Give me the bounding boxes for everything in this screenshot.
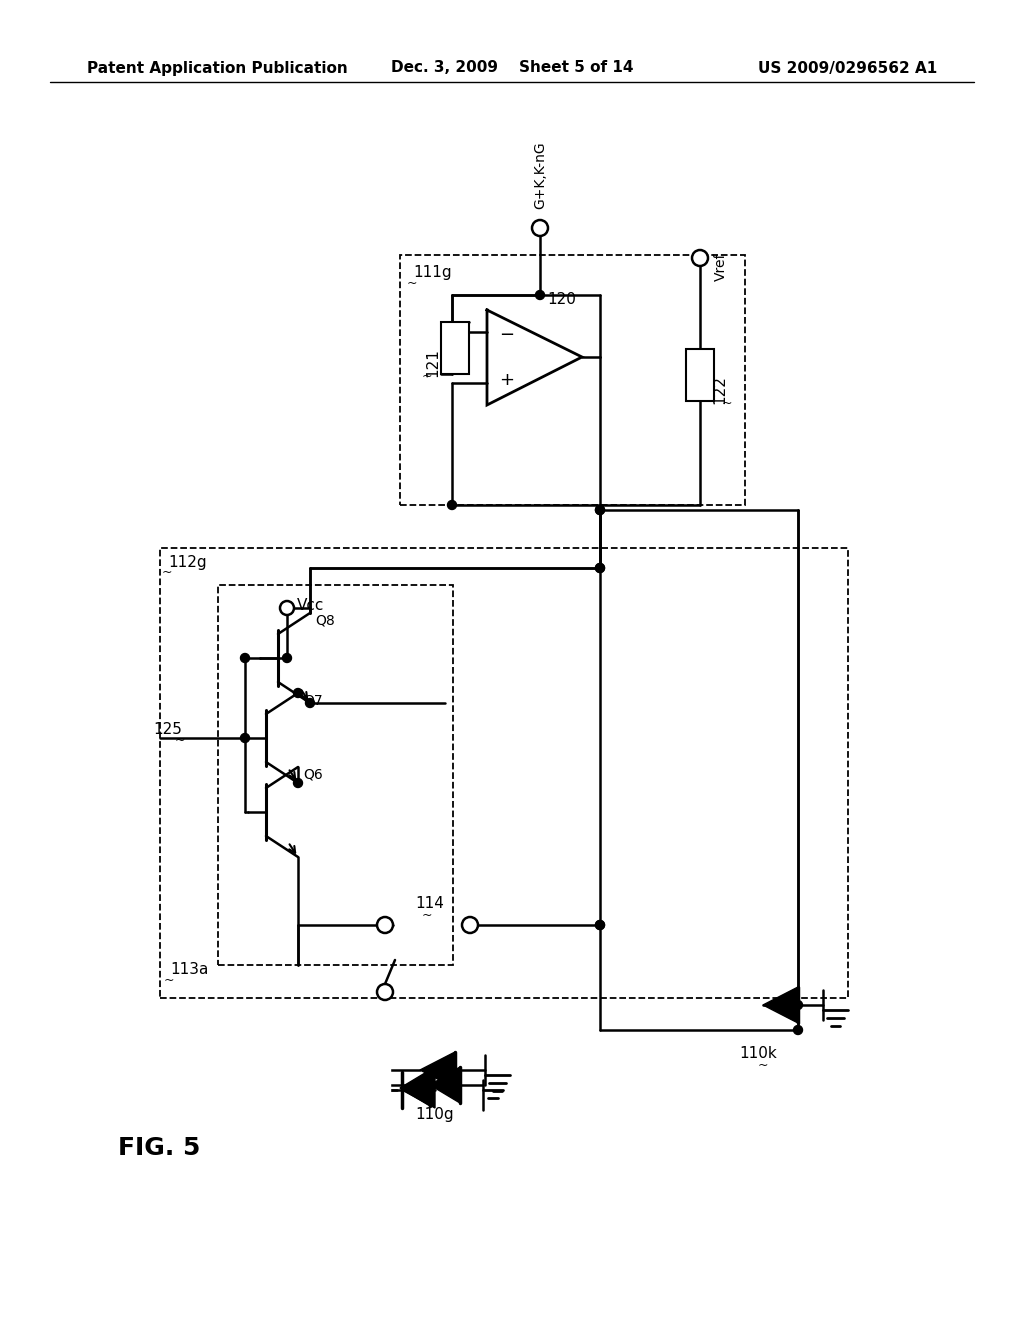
Circle shape bbox=[294, 779, 302, 788]
Text: 121: 121 bbox=[426, 348, 440, 378]
Polygon shape bbox=[402, 1072, 435, 1107]
Circle shape bbox=[536, 290, 545, 300]
Bar bbox=[686, 348, 714, 401]
Circle shape bbox=[692, 249, 708, 267]
Text: ~: ~ bbox=[162, 565, 172, 578]
Circle shape bbox=[794, 1001, 803, 1010]
Circle shape bbox=[305, 698, 314, 708]
Text: FIG. 5: FIG. 5 bbox=[118, 1137, 201, 1160]
Text: G+K,K-nG: G+K,K-nG bbox=[534, 141, 547, 209]
Circle shape bbox=[596, 506, 604, 515]
Text: −: − bbox=[500, 326, 515, 345]
Polygon shape bbox=[420, 1052, 455, 1088]
Text: Patent Application Publication: Patent Application Publication bbox=[87, 61, 348, 75]
Text: ~: ~ bbox=[175, 734, 185, 747]
Polygon shape bbox=[763, 987, 798, 1023]
Circle shape bbox=[532, 220, 548, 236]
Bar bbox=[218, 585, 453, 965]
Circle shape bbox=[596, 564, 604, 573]
Text: 110g: 110g bbox=[416, 1107, 455, 1122]
Circle shape bbox=[280, 601, 294, 615]
Circle shape bbox=[596, 564, 604, 573]
Circle shape bbox=[596, 920, 604, 929]
Circle shape bbox=[377, 983, 393, 1001]
Polygon shape bbox=[487, 310, 582, 405]
Text: ~: ~ bbox=[164, 974, 174, 986]
Circle shape bbox=[794, 1026, 803, 1035]
Circle shape bbox=[241, 734, 250, 742]
Text: Q7: Q7 bbox=[303, 694, 323, 708]
Text: ~: ~ bbox=[758, 1059, 768, 1072]
Text: +: + bbox=[500, 371, 514, 389]
Polygon shape bbox=[430, 1067, 460, 1104]
Text: Vcc: Vcc bbox=[297, 598, 325, 614]
Text: ~: ~ bbox=[407, 276, 418, 289]
Text: 122: 122 bbox=[713, 376, 727, 404]
Circle shape bbox=[294, 689, 302, 697]
Text: 110k: 110k bbox=[739, 1045, 777, 1060]
Text: 125: 125 bbox=[154, 722, 182, 738]
Text: ~: ~ bbox=[722, 396, 732, 409]
Circle shape bbox=[447, 500, 457, 510]
Text: 112g: 112g bbox=[168, 554, 207, 569]
Polygon shape bbox=[380, 1001, 390, 1150]
Text: Vref: Vref bbox=[714, 252, 728, 281]
Text: Q8: Q8 bbox=[315, 614, 335, 628]
Bar bbox=[441, 322, 469, 374]
Circle shape bbox=[241, 653, 250, 663]
Text: ~: ~ bbox=[422, 908, 432, 921]
Circle shape bbox=[462, 917, 478, 933]
Bar bbox=[400, 255, 745, 506]
Text: 111g: 111g bbox=[413, 264, 452, 280]
Text: 114: 114 bbox=[415, 895, 443, 911]
Circle shape bbox=[283, 653, 292, 663]
Polygon shape bbox=[400, 1071, 430, 1106]
Text: 113a: 113a bbox=[170, 962, 208, 978]
Text: Q6: Q6 bbox=[303, 768, 323, 781]
Circle shape bbox=[377, 917, 393, 933]
Circle shape bbox=[596, 506, 604, 515]
Bar bbox=[160, 548, 848, 998]
Text: Dec. 3, 2009    Sheet 5 of 14: Dec. 3, 2009 Sheet 5 of 14 bbox=[391, 61, 633, 75]
Text: ~: ~ bbox=[422, 370, 432, 383]
Text: 120: 120 bbox=[548, 293, 577, 308]
Circle shape bbox=[596, 920, 604, 929]
Text: US 2009/0296562 A1: US 2009/0296562 A1 bbox=[758, 61, 937, 75]
